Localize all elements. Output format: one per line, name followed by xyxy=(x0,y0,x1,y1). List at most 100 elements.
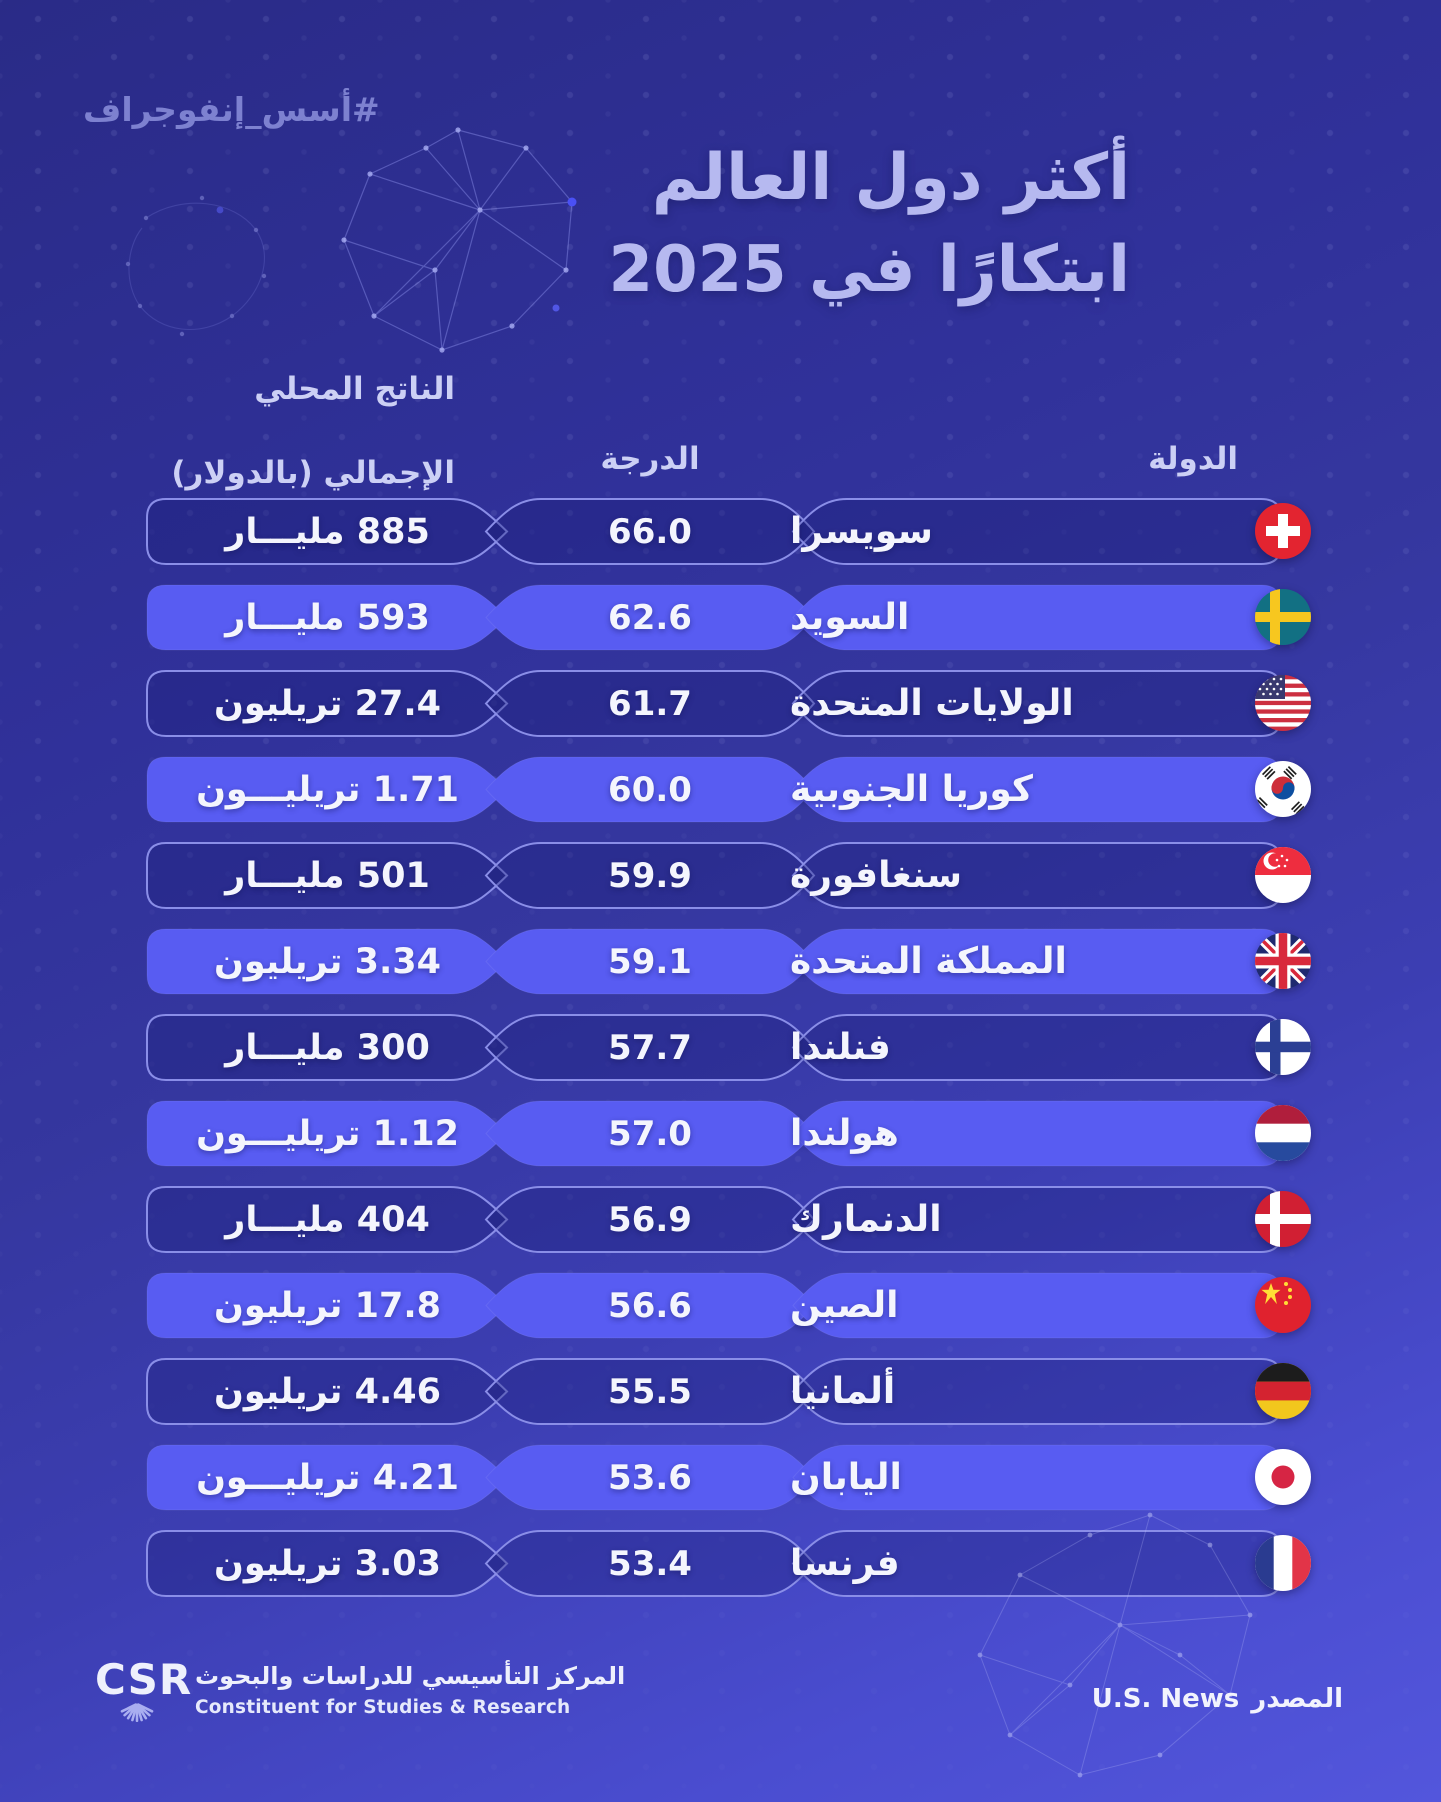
country-name: فرنسا xyxy=(790,1543,900,1584)
score-value: 53.4 xyxy=(608,1543,692,1584)
gdp-cell: 300 مليـــار xyxy=(145,1013,510,1082)
country-name: فنلندا xyxy=(790,1027,891,1068)
org-name-english: Constituent for Studies & Research xyxy=(195,1697,571,1718)
score-value: 60.0 xyxy=(608,769,692,810)
singapore-flag-icon xyxy=(1255,847,1311,903)
gdp-cell: 593 مليـــار xyxy=(145,584,510,651)
score-value: 56.6 xyxy=(608,1285,692,1326)
score-value: 59.1 xyxy=(608,941,692,982)
country-cell: كوريا الجنوبية xyxy=(790,756,1311,823)
gdp-value: 4.21 تريليـــون xyxy=(196,1457,459,1498)
column-header-gdp: الناتج المحلي الإجمالي (بالدولار) xyxy=(171,347,455,515)
switzerland-flag-icon xyxy=(1255,503,1311,559)
country-cell: هولندا xyxy=(790,1100,1311,1167)
denmark-flag-icon xyxy=(1255,1191,1311,1247)
country-name: ألمانيا xyxy=(790,1371,896,1412)
ranking-table: 885 مليـــار 66.0 سويسرا 593 مليـــار xyxy=(145,497,1311,1616)
country-cell: سويسرا xyxy=(790,497,1311,566)
page-title-line2: ابتكارًا في 2025 xyxy=(608,233,1130,307)
gdp-cell: 885 مليـــار xyxy=(145,497,510,566)
gdp-value: 501 مليـــار xyxy=(225,855,430,896)
country-name: الصين xyxy=(790,1285,899,1326)
country-cell: فنلندا xyxy=(790,1013,1311,1082)
gdp-value: 1.12 تريليـــون xyxy=(196,1113,459,1154)
table-row: 885 مليـــار 66.0 سويسرا xyxy=(145,497,1311,566)
gdp-value: 300 مليـــار xyxy=(225,1027,430,1068)
gdp-cell: 3.03 تريليون xyxy=(145,1529,510,1598)
gdp-value: 4.46 تريليون xyxy=(214,1371,441,1412)
table-row: 3.34 تريليون 59.1 المملكة المتحدة xyxy=(145,928,1311,995)
germany-flag-icon xyxy=(1255,1363,1311,1419)
country-name: هولندا xyxy=(790,1113,899,1154)
country-cell: المملكة المتحدة xyxy=(790,928,1311,995)
gdp-cell: 501 مليـــار xyxy=(145,841,510,910)
country-name: المملكة المتحدة xyxy=(790,941,1067,982)
score-cell: 56.9 xyxy=(484,1185,816,1254)
country-cell: الولايات المتحدة xyxy=(790,669,1311,738)
south-korea-flag-icon xyxy=(1255,761,1311,817)
finland-flag-icon xyxy=(1255,1019,1311,1075)
score-cell: 66.0 xyxy=(484,497,816,566)
column-header-country: الدولة xyxy=(1148,441,1238,477)
gdp-cell: 27.4 تريليون xyxy=(145,669,510,738)
network-graphic-top xyxy=(341,127,577,353)
org-name-arabic: المركز التأسيسي للدراسات والبحوث xyxy=(195,1662,626,1690)
score-value: 53.6 xyxy=(608,1457,692,1498)
table-row: 4.21 تريليـــون 53.6 اليابان xyxy=(145,1444,1311,1511)
gdp-cell: 3.34 تريليون xyxy=(145,928,510,995)
score-value: 66.0 xyxy=(608,511,692,552)
score-cell: 60.0 xyxy=(484,756,816,823)
country-cell: اليابان xyxy=(790,1444,1311,1511)
country-name: اليابان xyxy=(790,1457,902,1498)
netherlands-flag-icon xyxy=(1255,1105,1311,1161)
table-row: 27.4 تريليون 61.7 الولايات المتحدة xyxy=(145,669,1311,738)
gdp-value: 404 مليـــار xyxy=(225,1199,430,1240)
table-row: 1.71 تريليـــون 60.0 كوريا الجنوبية xyxy=(145,756,1311,823)
country-name: سويسرا xyxy=(790,511,933,552)
table-row: 3.03 تريليون 53.4 فرنسا xyxy=(145,1529,1311,1598)
gdp-value: 3.03 تريليون xyxy=(214,1543,441,1584)
usa-flag-icon xyxy=(1255,675,1311,731)
table-row: 4.46 تريليون 55.5 ألمانيا xyxy=(145,1357,1311,1426)
table-row: 404 مليـــار 56.9 الدنمارك xyxy=(145,1185,1311,1254)
column-header-score: الدرجة xyxy=(600,441,700,477)
sweden-flag-icon xyxy=(1255,589,1311,645)
country-name: كوريا الجنوبية xyxy=(790,769,1033,810)
country-cell: السويد xyxy=(790,584,1311,651)
source-attribution: المصدر U.S. News xyxy=(1092,1684,1343,1714)
source-label: المصدر xyxy=(1251,1684,1343,1714)
csr-logo-text: CSR xyxy=(95,1655,193,1704)
page-title: أكثر دول العالم ابتكارًا في 2025 xyxy=(609,132,1130,316)
gdp-cell: 404 مليـــار xyxy=(145,1185,510,1254)
country-name: الدنمارك xyxy=(790,1199,942,1240)
csr-fan-icon xyxy=(120,1703,154,1722)
score-cell: 59.1 xyxy=(484,928,816,995)
gdp-header-line2: الإجمالي (بالدولار) xyxy=(171,455,455,491)
score-cell: 56.6 xyxy=(484,1272,816,1339)
gdp-value: 27.4 تريليون xyxy=(214,683,441,724)
table-row: 501 مليـــار 59.9 سنغافورة xyxy=(145,841,1311,910)
score-value: 55.5 xyxy=(608,1371,692,1412)
france-flag-icon xyxy=(1255,1535,1311,1591)
score-value: 56.9 xyxy=(608,1199,692,1240)
score-value: 62.6 xyxy=(608,597,692,638)
country-name: الولايات المتحدة xyxy=(790,683,1074,724)
table-row: 17.8 تريليون 56.6 الصين xyxy=(145,1272,1311,1339)
score-cell: 57.7 xyxy=(484,1013,816,1082)
score-cell: 55.5 xyxy=(484,1357,816,1426)
gdp-header-line1: الناتج المحلي xyxy=(254,371,455,407)
gdp-cell: 1.12 تريليـــون xyxy=(145,1100,510,1167)
gdp-value: 17.8 تريليون xyxy=(214,1285,441,1326)
gdp-value: 885 مليـــار xyxy=(225,511,430,552)
country-cell: ألمانيا xyxy=(790,1357,1311,1426)
table-row: 1.12 تريليـــون 57.0 هولندا xyxy=(145,1100,1311,1167)
country-cell: الصين xyxy=(790,1272,1311,1339)
score-value: 59.9 xyxy=(608,855,692,896)
china-flag-icon xyxy=(1255,1277,1311,1333)
ring-graphic-left xyxy=(125,195,267,337)
country-cell: فرنسا xyxy=(790,1529,1311,1598)
gdp-cell: 4.46 تريليون xyxy=(145,1357,510,1426)
score-cell: 61.7 xyxy=(484,669,816,738)
gdp-value: 3.34 تريليون xyxy=(214,941,441,982)
